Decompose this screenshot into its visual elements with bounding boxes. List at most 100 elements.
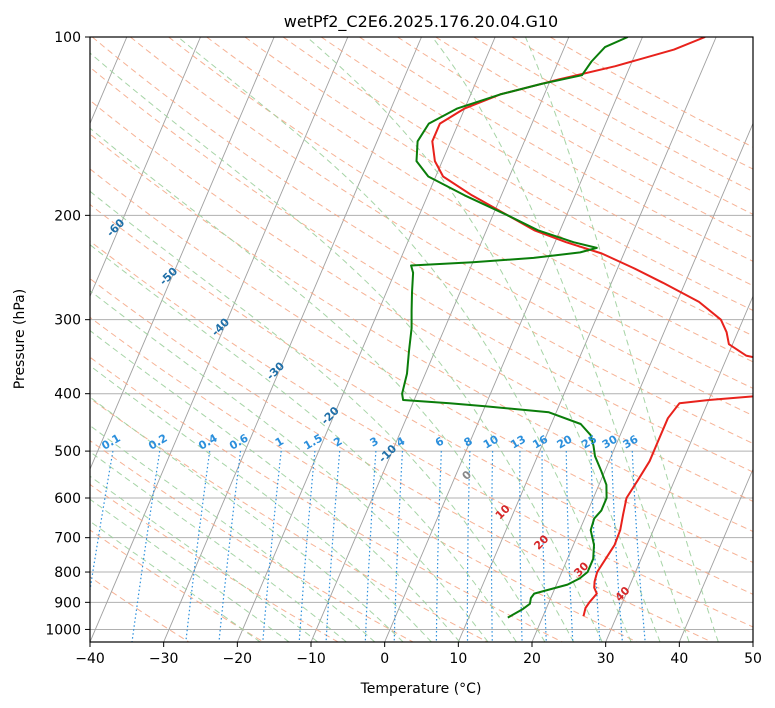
mixing-ratio-line: [435, 451, 442, 642]
isotherm-label: -40: [209, 315, 232, 338]
dry-adiabat-line: [206, 37, 753, 363]
mixing-ratio-label: 2: [331, 435, 344, 450]
dry-adiabat-line: [90, 240, 753, 628]
x-tick-label: 10: [449, 651, 467, 667]
isotherm-line: [384, 37, 643, 642]
x-tick-label: −10: [296, 651, 326, 667]
moist-adiabat-line: [90, 244, 517, 642]
moist-adiabat-label: 30: [571, 559, 591, 579]
isotherm-label: -60: [104, 216, 127, 239]
x-tick-label: −20: [223, 651, 253, 667]
moist-adiabat-line: [90, 365, 432, 642]
x-tick-label: 0: [380, 651, 389, 667]
y-tick-label: 100: [54, 30, 81, 46]
dry-adiabat-line: [90, 576, 190, 642]
dry-adiabat-line: [90, 483, 339, 642]
mixing-ratio-label: 0.6: [227, 431, 251, 452]
x-tick-label: −30: [149, 651, 179, 667]
mixing-ratio-line: [364, 451, 377, 642]
moist-adiabat-line: [177, 37, 632, 642]
dry-adiabat-line: [90, 397, 488, 642]
dry-adiabat-line: [90, 529, 264, 642]
moist-adiabat-line: [90, 475, 319, 642]
isotherm-line: [752, 640, 753, 642]
moist-adiabat-label: 20: [531, 532, 551, 552]
moist-adiabat-line: [90, 190, 546, 642]
moist-adiabat-line: [90, 329, 461, 642]
x-tick-label: 50: [744, 651, 762, 667]
dry-adiabat-line: [282, 37, 753, 312]
moist-adiabat-line: [431, 37, 690, 642]
plot-frame: [89, 36, 754, 643]
dry-adiabat-line: [168, 37, 753, 389]
mixing-ratio-line: [298, 451, 316, 642]
isotherm-line: [90, 37, 275, 471]
dry-adiabat-line: [90, 66, 753, 473]
mixing-ratio-label: 10: [481, 432, 501, 451]
plot-area: 0.1 0.2 0.4 0.6 1 1.5 2 3 4 6 8 10 13 16 20 25 30 36-60-5…: [45, 30, 762, 667]
isotherm-line: [236, 37, 496, 642]
dry-adiabat-line: [549, 37, 753, 148]
moist-adiabat-label: 10: [493, 502, 513, 522]
y-tick-label: 900: [54, 595, 81, 611]
chart-title: wetPf2_C2E6.2025.176.20.04.G10: [284, 12, 558, 32]
dry-adiabat-line: [90, 133, 753, 533]
isotherm-line: [457, 37, 717, 642]
x-tick-label: −40: [75, 651, 105, 667]
isotherm-line: [605, 295, 753, 642]
dry-adiabat-line: [90, 440, 414, 642]
dry-adiabat-line: [90, 203, 753, 595]
dry-adiabat-line: [90, 168, 753, 563]
x-tick-label: 40: [670, 651, 688, 667]
mixing-ratio-label: 3: [368, 435, 381, 450]
dry-adiabat-line: [90, 99, 753, 502]
moist-adiabat-line: [306, 37, 661, 642]
moist-adiabat-line: [525, 37, 719, 642]
dry-adiabat-line: [359, 37, 753, 262]
mixing-ratio-label: 4: [394, 434, 407, 449]
y-tick-label: 1000: [45, 622, 81, 638]
x-axis-title: Temperature (°C): [360, 681, 482, 697]
x-tick-label: 20: [523, 651, 541, 667]
moist-adiabat-line: [90, 498, 290, 642]
mixing-ratio-label: 1.5: [301, 432, 324, 453]
dry-adiabat-line: [90, 278, 712, 642]
moist-adiabat-label: 40: [613, 584, 633, 604]
isotherm-line: [678, 467, 753, 642]
moist-adiabat-line: [90, 424, 376, 642]
mixing-ratio-line: [590, 451, 601, 642]
temperature-trace: [431, 37, 753, 617]
mixing-ratio-line: [490, 451, 494, 642]
mixing-ratio-label: 13: [508, 433, 528, 452]
dry-adiabat-line: [511, 37, 753, 170]
mixing-ratio-line: [218, 451, 242, 642]
plot-background: [90, 37, 753, 642]
moist-adiabat-line: [90, 127, 575, 642]
y-tick-label: 200: [54, 208, 81, 224]
mixing-ratio-label: 36: [621, 432, 641, 451]
isotherm-line: [90, 37, 201, 298]
mixing-ratio-line: [131, 451, 161, 642]
dry-adiabat-line: [473, 37, 753, 192]
dewpoint-trace: [401, 37, 629, 619]
mixing-ratio-label: 16: [530, 432, 550, 451]
mixing-ratio-label: 8: [462, 435, 475, 450]
moist-adiabat-line: [90, 52, 603, 642]
y-tick-label: 800: [54, 565, 81, 581]
mixing-ratio-line: [185, 451, 211, 642]
isotherm-line: [531, 122, 753, 642]
x-tick-label: 30: [597, 651, 615, 667]
y-tick-label: 700: [54, 531, 81, 547]
isotherm-line: [163, 37, 422, 642]
y-axis-title: Pressure (hPa): [12, 289, 28, 389]
dry-adiabat-line: [435, 37, 753, 215]
y-tick-label: 600: [54, 491, 81, 507]
moist-adiabat-line: [90, 290, 489, 642]
dry-adiabat-line: [397, 37, 753, 239]
y-tick-label: 400: [54, 387, 81, 403]
dry-adiabat-line: [91, 37, 753, 444]
y-tick-label: 300: [54, 313, 81, 329]
isotherm-label: -50: [157, 265, 180, 288]
moist-adiabat-line: [90, 396, 404, 642]
